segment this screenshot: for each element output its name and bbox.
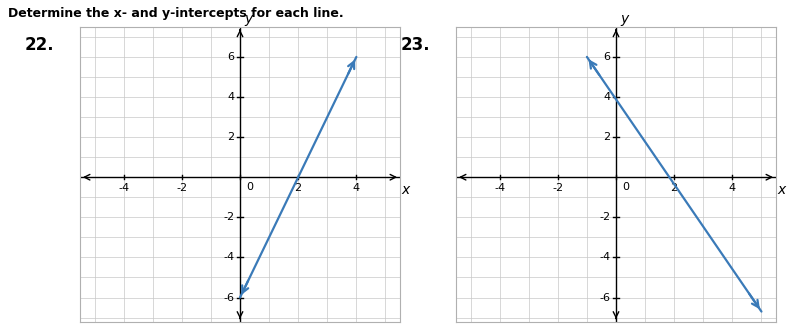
Text: -4: -4 <box>118 183 129 193</box>
Text: y: y <box>244 12 253 26</box>
Text: -2: -2 <box>552 183 563 193</box>
Text: -2: -2 <box>599 212 610 222</box>
Text: 4: 4 <box>353 183 360 193</box>
Text: y: y <box>620 12 629 26</box>
Text: 4: 4 <box>227 92 234 102</box>
Text: x: x <box>778 183 786 197</box>
Text: -2: -2 <box>223 212 234 222</box>
Text: 23.: 23. <box>401 36 430 54</box>
Text: -6: -6 <box>599 292 610 303</box>
Text: -2: -2 <box>176 183 187 193</box>
Text: 2: 2 <box>294 183 302 193</box>
Text: 2: 2 <box>603 132 610 142</box>
Text: 22.: 22. <box>25 36 54 54</box>
Text: 6: 6 <box>227 52 234 62</box>
Text: 6: 6 <box>603 52 610 62</box>
Text: 4: 4 <box>729 183 736 193</box>
Text: x: x <box>402 183 410 197</box>
Text: -4: -4 <box>223 253 234 262</box>
Text: 2: 2 <box>670 183 678 193</box>
Text: 0: 0 <box>622 182 629 192</box>
Text: -4: -4 <box>494 183 505 193</box>
Text: -4: -4 <box>599 253 610 262</box>
Text: 2: 2 <box>227 132 234 142</box>
Text: 4: 4 <box>603 92 610 102</box>
Text: 0: 0 <box>246 182 253 192</box>
Text: Determine the x- and y-intercepts for each line.: Determine the x- and y-intercepts for ea… <box>8 7 344 20</box>
Text: -6: -6 <box>223 292 234 303</box>
